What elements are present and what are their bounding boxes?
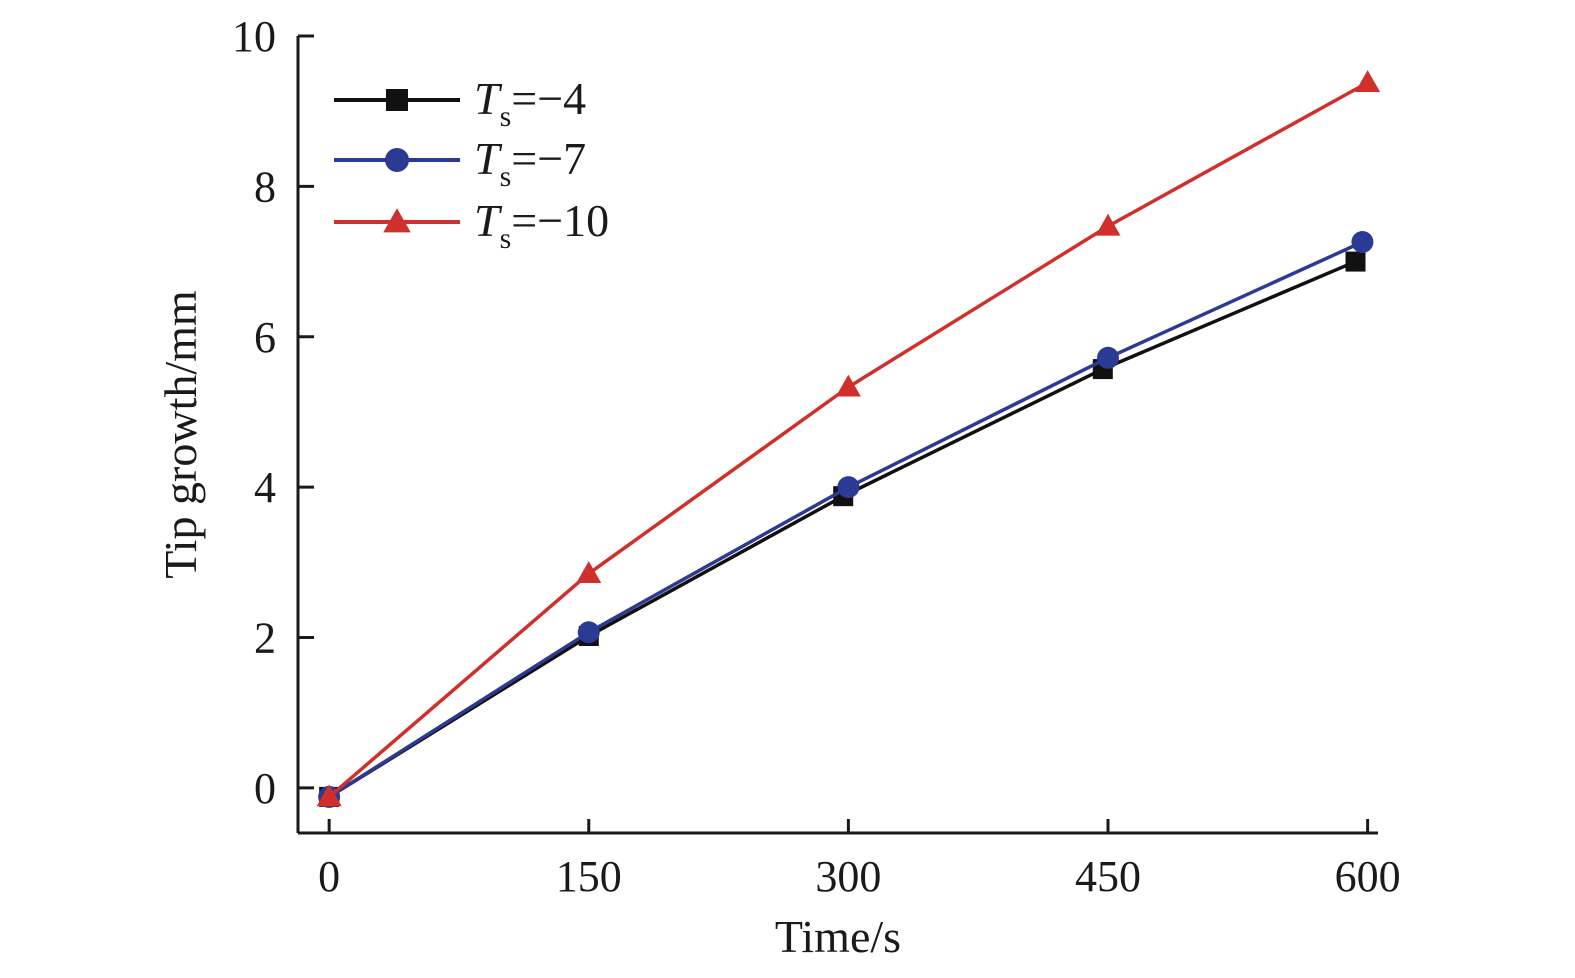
y-ticks: 0 2 4 6 8 10 bbox=[232, 12, 314, 813]
data-point bbox=[835, 374, 861, 397]
x-tick-label: 0 bbox=[318, 852, 340, 901]
series-line bbox=[328, 81, 1369, 799]
legend-item: Ts=−4 bbox=[334, 73, 586, 133]
data-point bbox=[1345, 251, 1366, 272]
legend-label: Ts=−10 bbox=[474, 195, 609, 255]
data-point bbox=[576, 561, 602, 583]
series-1 bbox=[319, 251, 1366, 807]
y-tick-label: 2 bbox=[254, 614, 276, 663]
legend-label: Ts=−7 bbox=[474, 133, 586, 193]
legend-item: Ts=−10 bbox=[334, 195, 609, 255]
data-point bbox=[837, 476, 860, 499]
y-tick-label: 0 bbox=[254, 764, 276, 813]
data-point bbox=[1351, 231, 1374, 254]
data-point bbox=[1095, 213, 1121, 236]
legend-item: Ts=−7 bbox=[334, 133, 586, 193]
x-tick-label: 150 bbox=[556, 852, 622, 901]
y-tick-label: 8 bbox=[254, 162, 276, 211]
data-point bbox=[577, 621, 600, 644]
data-point bbox=[1097, 346, 1119, 369]
series-layer bbox=[316, 70, 1381, 808]
series-3 bbox=[316, 70, 1381, 807]
x-axis-title: Time/s bbox=[775, 911, 901, 962]
legend-marker bbox=[386, 89, 408, 111]
y-tick-label: 10 bbox=[232, 12, 276, 61]
series-2 bbox=[318, 231, 1374, 808]
x-tick-label: 450 bbox=[1075, 852, 1141, 901]
data-point bbox=[1355, 70, 1381, 92]
legend: Ts=−4Ts=−7Ts=−10 bbox=[334, 73, 609, 255]
legend-marker bbox=[385, 148, 409, 172]
y-axis-title: Tip growth/mm bbox=[155, 290, 206, 579]
axes bbox=[296, 36, 1378, 835]
series-line bbox=[328, 259, 1357, 799]
x-tick-label: 600 bbox=[1335, 852, 1401, 901]
y-tick-label: 6 bbox=[254, 313, 276, 362]
x-ticks: 0 150 300 450 600 bbox=[318, 819, 1401, 901]
data-point bbox=[316, 784, 342, 807]
legend-label: Ts=−4 bbox=[474, 73, 586, 133]
legend-marker bbox=[383, 208, 411, 233]
y-tick-label: 4 bbox=[254, 463, 276, 512]
x-tick-label: 300 bbox=[815, 852, 881, 901]
